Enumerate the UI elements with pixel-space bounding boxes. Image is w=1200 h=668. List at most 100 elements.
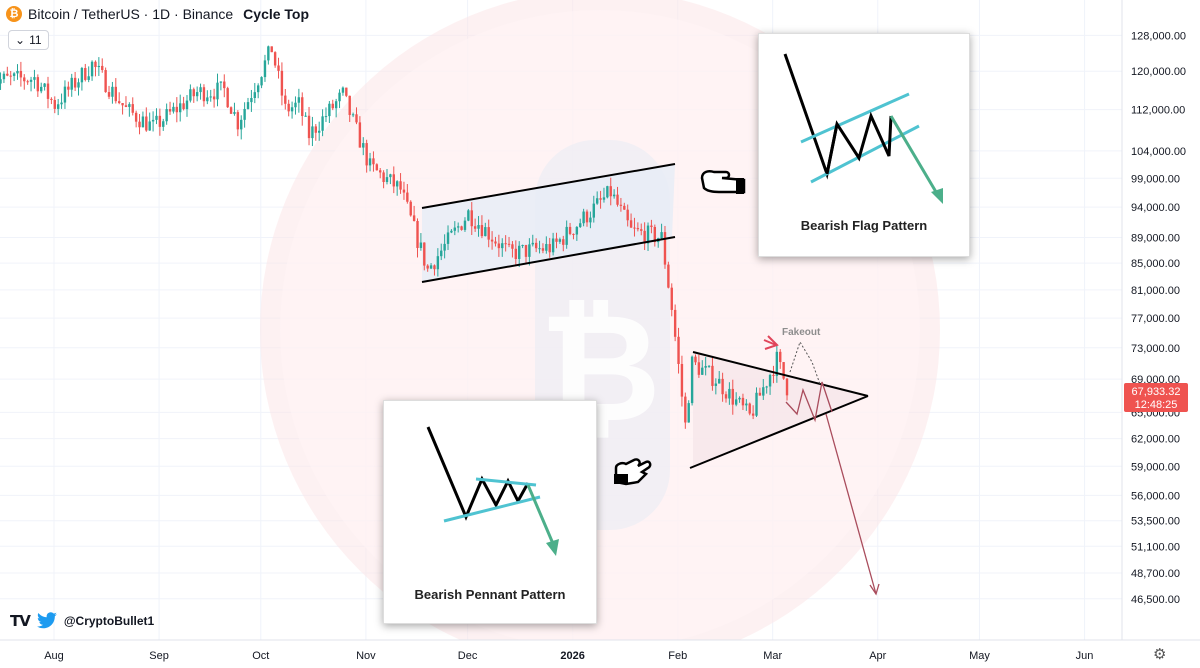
chart-header: ₿ Bitcoin / TetherUS · 1D · Binance Cycl… <box>6 6 309 22</box>
candle-body <box>141 116 145 128</box>
candle-body <box>640 229 643 231</box>
pointing-hand-up-right-icon <box>614 458 652 486</box>
candle-body <box>26 81 29 83</box>
candle-body <box>453 227 456 231</box>
candle-body <box>385 177 389 183</box>
x-tick-label: Feb <box>668 650 687 662</box>
candle-body <box>416 220 419 248</box>
current-price-label: 67,933.32 <box>1132 386 1181 398</box>
y-tick-label: 81,000.00 <box>1131 285 1180 297</box>
candle-body <box>399 181 402 190</box>
pennant-fill <box>693 352 868 468</box>
candle-body <box>151 119 155 122</box>
candle-body <box>711 365 714 386</box>
x-tick-label: Oct <box>252 650 269 662</box>
candle-body <box>365 143 368 166</box>
candle-body <box>331 103 334 109</box>
candle-body <box>480 225 484 237</box>
candle-body <box>46 83 50 99</box>
candle-body <box>94 61 97 68</box>
candle-body <box>297 97 301 103</box>
candle-body <box>670 287 673 310</box>
candle-body <box>145 116 148 131</box>
candle-body <box>755 392 758 416</box>
candle-body <box>779 351 782 363</box>
y-tick-label: 46,500.00 <box>1131 594 1180 606</box>
candle-body <box>518 245 521 259</box>
candle-body <box>589 217 592 223</box>
candle-body <box>734 399 738 405</box>
candle-body <box>287 103 290 112</box>
candle-body <box>579 223 582 227</box>
candle-body <box>341 87 345 93</box>
candle-body <box>680 363 684 397</box>
candle-body <box>541 248 545 251</box>
candle-body <box>484 227 487 237</box>
y-tick-label: 77,000.00 <box>1131 313 1180 325</box>
indicator-count-toggle[interactable]: ⌄ 11 <box>8 30 49 50</box>
candle-body <box>392 174 395 187</box>
candle-body <box>195 92 199 97</box>
candle-body <box>728 388 731 399</box>
candle-body <box>314 126 318 133</box>
candle-body <box>263 60 267 78</box>
candle-body <box>67 86 70 90</box>
candle-body <box>395 181 399 187</box>
candle-body <box>524 245 528 257</box>
y-tick-label: 89,000.00 <box>1131 233 1180 245</box>
candle-body <box>101 65 104 71</box>
candle-body <box>53 99 56 109</box>
candle-body <box>697 362 701 375</box>
candle-body <box>84 68 87 80</box>
bearish-pennant-diagram <box>426 426 559 556</box>
candle-body <box>362 143 365 148</box>
candle-body <box>782 362 785 379</box>
candle-body <box>504 243 507 245</box>
candle-body <box>104 70 107 93</box>
y-tick-label: 85,000.00 <box>1131 258 1180 270</box>
candle-body <box>690 356 694 404</box>
candle-body <box>134 112 138 122</box>
y-tick-label: 48,700.00 <box>1131 568 1180 580</box>
candle-body <box>56 104 60 109</box>
candle-body <box>436 256 440 270</box>
candle-body <box>423 242 426 266</box>
candle-body <box>128 104 131 107</box>
candle-body <box>50 98 53 100</box>
candle-body <box>43 83 46 87</box>
candle-body <box>470 210 473 227</box>
candle-body <box>490 239 494 242</box>
symbol-label[interactable]: Bitcoin / TetherUS · 1D · Binance <box>28 6 234 22</box>
candle-body <box>616 194 619 205</box>
settings-gear-icon[interactable]: ⚙ <box>1153 646 1167 663</box>
candle-body <box>704 366 707 368</box>
candle-body <box>456 226 460 228</box>
y-tick-label: 53,500.00 <box>1131 516 1180 528</box>
candle-body <box>650 225 653 227</box>
y-tick-label: 128,000.00 <box>1131 30 1186 42</box>
time-axis[interactable]: Aug Sep Oct Nov Dec 2026 Feb Mar Apr May Jun <box>0 639 1200 668</box>
candle-body <box>294 102 297 108</box>
candle-body <box>575 226 579 235</box>
candle-body <box>284 95 287 104</box>
candle-body <box>409 201 412 216</box>
projection-zigzag <box>785 381 833 423</box>
candle-body <box>731 388 734 405</box>
candle-body <box>358 122 362 148</box>
price-axis[interactable]: 128,000.00 120,000.00 112,000.00 104,000.00… <box>1121 0 1200 640</box>
candle-body <box>707 365 711 367</box>
candle-body <box>307 115 311 139</box>
y-tick-label: 73,000.00 <box>1131 343 1180 355</box>
candle-body <box>433 265 436 270</box>
candle-body <box>724 394 728 399</box>
candle-body <box>73 77 77 88</box>
candle-body <box>429 265 433 269</box>
candle-body <box>124 105 128 107</box>
candle-body <box>0 79 2 84</box>
candle-body <box>748 403 751 414</box>
candle-body <box>548 244 551 253</box>
candle-body <box>216 82 219 100</box>
candle-body <box>87 76 90 80</box>
candle-body <box>667 264 670 288</box>
